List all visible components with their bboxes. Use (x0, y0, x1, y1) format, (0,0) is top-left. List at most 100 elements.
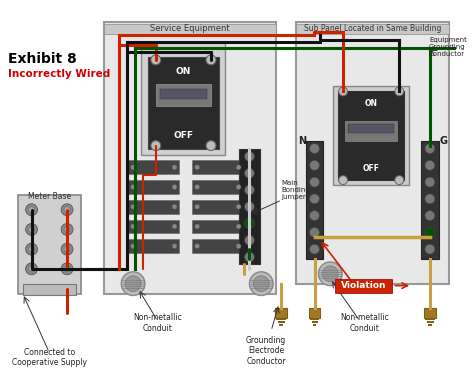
Circle shape (64, 246, 70, 252)
Text: G: G (440, 136, 447, 146)
Circle shape (245, 152, 255, 161)
Text: Violation: Violation (341, 281, 387, 290)
Circle shape (172, 165, 177, 170)
Bar (192, 220, 244, 233)
Circle shape (195, 244, 200, 249)
Circle shape (28, 246, 35, 252)
Text: Main
Bonding
Jumper: Main Bonding Jumper (281, 180, 310, 200)
Bar (424, 308, 436, 318)
Circle shape (151, 141, 161, 150)
Bar (335, 279, 392, 293)
Text: Incorrectly Wired: Incorrectly Wired (8, 69, 110, 79)
Bar (279, 324, 283, 326)
Circle shape (236, 184, 241, 189)
Circle shape (236, 204, 241, 209)
Circle shape (425, 211, 435, 220)
Circle shape (172, 224, 177, 229)
Bar (421, 141, 439, 259)
Circle shape (425, 177, 435, 187)
Text: ON: ON (365, 99, 378, 108)
Circle shape (172, 184, 177, 189)
Bar (348, 124, 394, 133)
Bar (338, 91, 404, 180)
Bar (128, 200, 180, 214)
Circle shape (26, 263, 37, 275)
Circle shape (26, 223, 37, 235)
Circle shape (245, 168, 255, 178)
Circle shape (310, 177, 319, 187)
Bar (160, 90, 207, 99)
Bar (296, 24, 448, 34)
Bar (192, 239, 244, 253)
Circle shape (425, 228, 435, 237)
Bar (345, 121, 397, 141)
Text: Non-metallic
Conduit: Non-metallic Conduit (340, 313, 389, 333)
Circle shape (245, 202, 255, 212)
Text: Meter Base: Meter Base (28, 192, 71, 201)
Bar (311, 321, 319, 323)
Bar (23, 284, 76, 296)
Bar (276, 318, 286, 320)
Bar (428, 324, 432, 326)
Circle shape (61, 223, 73, 235)
Circle shape (310, 228, 319, 237)
Circle shape (395, 87, 404, 96)
Circle shape (61, 204, 73, 215)
Circle shape (310, 194, 319, 204)
Circle shape (64, 226, 70, 232)
Text: Non-metallic
Conduit: Non-metallic Conduit (133, 313, 182, 333)
Circle shape (339, 87, 347, 96)
Circle shape (425, 144, 435, 153)
Circle shape (195, 165, 200, 170)
Circle shape (131, 184, 136, 189)
Circle shape (310, 244, 319, 254)
Circle shape (310, 211, 319, 220)
Bar (333, 87, 409, 185)
Bar (306, 141, 323, 259)
Circle shape (310, 144, 319, 153)
Bar (156, 85, 211, 106)
Text: Service Equipment: Service Equipment (150, 24, 229, 33)
Bar (103, 24, 276, 34)
Circle shape (61, 243, 73, 255)
Circle shape (245, 185, 255, 195)
Circle shape (125, 276, 141, 291)
Circle shape (206, 141, 216, 150)
Circle shape (339, 176, 347, 184)
Circle shape (245, 218, 255, 228)
Bar (148, 57, 219, 149)
Circle shape (172, 244, 177, 249)
Text: Equipment
Grounding
Conductor: Equipment Grounding Conductor (429, 37, 467, 57)
Circle shape (236, 224, 241, 229)
Circle shape (236, 244, 241, 249)
Circle shape (131, 224, 136, 229)
Bar (192, 160, 244, 174)
Bar (238, 149, 260, 264)
Circle shape (28, 207, 35, 213)
Circle shape (151, 55, 161, 65)
Bar (18, 195, 81, 293)
Text: OFF: OFF (173, 131, 193, 140)
Bar (312, 324, 317, 326)
Circle shape (131, 204, 136, 209)
Circle shape (245, 235, 255, 245)
Circle shape (425, 160, 435, 170)
Bar (275, 308, 287, 318)
Text: ON: ON (176, 67, 191, 76)
Text: N: N (299, 136, 307, 146)
Circle shape (310, 160, 319, 170)
Circle shape (195, 184, 200, 189)
Circle shape (121, 272, 145, 296)
Text: Grounding
Electrode
Conductor: Grounding Electrode Conductor (246, 336, 286, 366)
Circle shape (28, 266, 35, 272)
Circle shape (61, 263, 73, 275)
Circle shape (131, 244, 136, 249)
Circle shape (425, 194, 435, 204)
Bar (128, 239, 180, 253)
Bar (309, 308, 320, 318)
Circle shape (26, 204, 37, 215)
Circle shape (195, 224, 200, 229)
Bar (128, 180, 180, 194)
Circle shape (236, 165, 241, 170)
Circle shape (245, 252, 255, 262)
